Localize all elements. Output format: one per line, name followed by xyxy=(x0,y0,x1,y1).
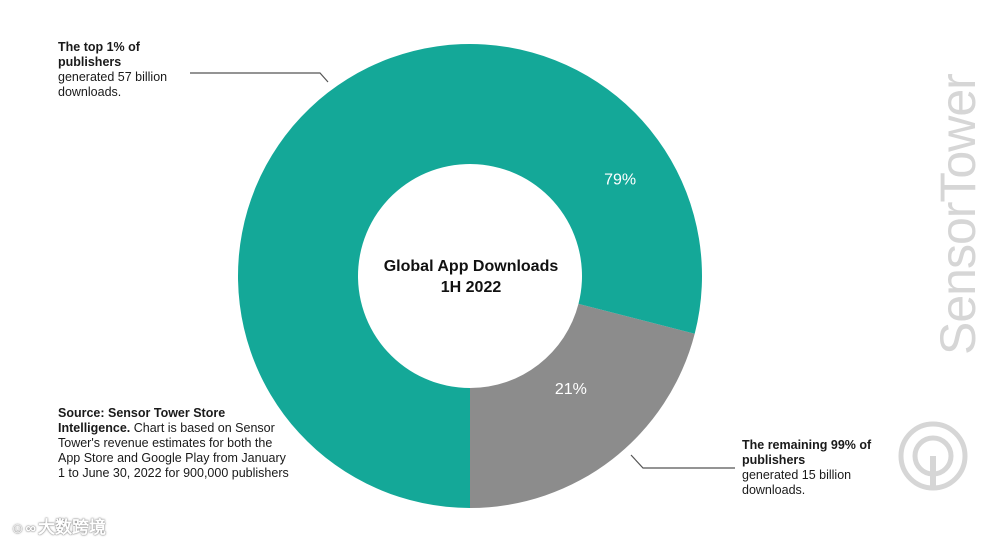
annotation-top-bold: The top 1% of publishers xyxy=(58,40,140,69)
donut-slices xyxy=(238,44,702,508)
chart-title: Global App Downloads xyxy=(383,258,559,275)
annotation-bottom-text: generated 15 billion downloads. xyxy=(742,468,852,497)
annotation-top-publishers: The top 1% of publishers generated 57 bi… xyxy=(58,40,198,100)
annotation-remaining-publishers: The remaining 99% of publishers generate… xyxy=(742,438,892,498)
slice-value-label-remaining-99-percent: 21% xyxy=(555,381,587,398)
source-text: Chart is based on Sensor Tower's revenue… xyxy=(58,421,289,480)
leader-line-bottom xyxy=(630,454,735,469)
annotation-bottom-bold: The remaining 99% of publishers xyxy=(742,438,872,467)
source-note: Source: Sensor Tower Store Intelligence.… xyxy=(58,406,293,481)
annotation-top-text: generated 57 billion downloads. xyxy=(58,70,168,99)
brand-logo-text: SensorTower xyxy=(930,74,986,355)
chart-center-title: Global App Downloads 1H 2022 xyxy=(355,256,587,298)
source-bold: Source: Sensor Tower Store Intelligence. xyxy=(58,406,226,435)
watermark-icon: ☺∞ xyxy=(10,520,37,537)
sensor-tower-logo-icon xyxy=(898,421,968,491)
chart-subtitle: 1H 2022 xyxy=(440,279,502,296)
slice-value-labels: 21% 79% xyxy=(555,172,636,398)
slice-value-label-top-1-percent: 79% xyxy=(604,172,636,189)
leader-lines xyxy=(190,72,735,469)
watermark: ☺∞ 大数跨境 xyxy=(10,518,106,539)
donut-slice-remaining-99-percent xyxy=(470,303,695,508)
watermark-text: 大数跨境 xyxy=(38,518,107,537)
donut-slice-top-1-percent xyxy=(238,44,702,508)
leader-line-top xyxy=(190,72,329,83)
